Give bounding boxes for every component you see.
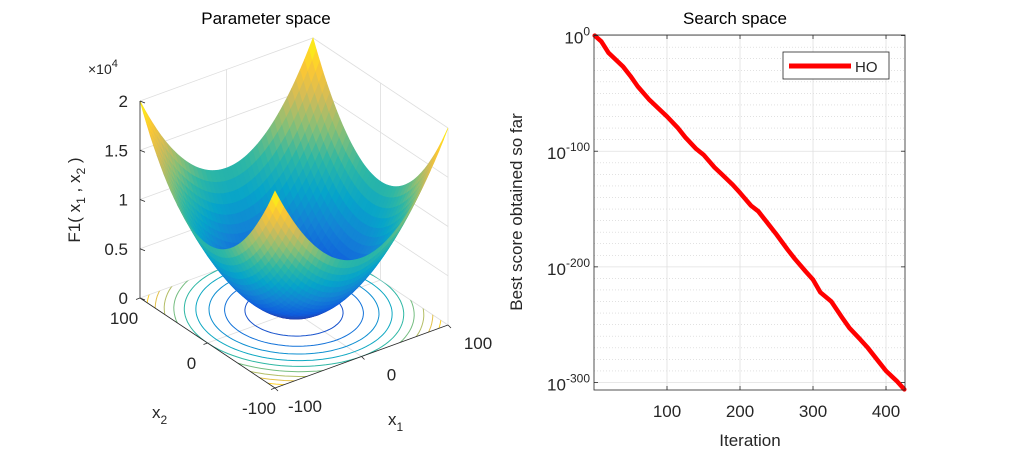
label-text: F1( x bbox=[65, 203, 84, 242]
z-tick-label: 1 bbox=[119, 191, 128, 210]
convergence-curve bbox=[592, 33, 907, 392]
z-tick-label: 2 bbox=[119, 92, 128, 111]
label-text: ) bbox=[65, 157, 84, 167]
tick-base: 10 bbox=[547, 375, 566, 394]
x1-tick bbox=[361, 356, 365, 360]
z-tick bbox=[139, 199, 146, 202]
x-tick-label: 200 bbox=[726, 402, 754, 421]
tick-exponent: -100 bbox=[566, 140, 590, 154]
tick-exponent: 0 bbox=[583, 25, 590, 39]
x2-tick bbox=[203, 342, 208, 345]
tick-base: 10 bbox=[547, 144, 566, 163]
x-axis-label: Iteration bbox=[719, 431, 780, 450]
label-text: x bbox=[388, 410, 397, 429]
x-tick-label: 100 bbox=[653, 402, 681, 421]
z-multiplier: ×104 bbox=[88, 58, 118, 77]
legend[interactable]: HO bbox=[782, 51, 890, 80]
x2-tick-label: -100 bbox=[242, 399, 276, 418]
x1-tick-label: -100 bbox=[288, 397, 322, 416]
x1-tick bbox=[447, 324, 452, 329]
tick-base: 10 bbox=[547, 260, 566, 279]
y-tick-label: 10-200 bbox=[547, 256, 590, 279]
log-grid bbox=[594, 35, 905, 390]
multiplier-prefix: ×10 bbox=[88, 61, 112, 77]
label-subscript: 2 bbox=[74, 167, 88, 174]
axes-box bbox=[593, 34, 906, 391]
label-text: , x bbox=[65, 174, 84, 197]
y-tick-label: 10-300 bbox=[547, 371, 590, 394]
surface-patch bbox=[139, 100, 148, 122]
x-tick-label: 300 bbox=[799, 402, 827, 421]
x2-tick bbox=[270, 387, 276, 390]
y-tick-label: 100 bbox=[564, 25, 590, 48]
label-subscript: 1 bbox=[397, 420, 404, 434]
tick-exponent: -200 bbox=[566, 256, 590, 270]
label-subscript: 2 bbox=[161, 413, 168, 427]
x2-tick bbox=[135, 297, 141, 300]
surface-plot bbox=[139, 37, 449, 320]
z-tick-label: 0.5 bbox=[104, 240, 128, 259]
z-axis-label: F1( x1 , x2 ) bbox=[65, 157, 88, 242]
legend-label: HO bbox=[855, 59, 878, 76]
x2-tick-label: 100 bbox=[110, 309, 138, 328]
y-axis-label: Best score obtained so far bbox=[507, 113, 526, 311]
label-text: x bbox=[152, 403, 161, 422]
z-tick bbox=[139, 149, 146, 153]
label-subscript: 1 bbox=[74, 197, 88, 204]
x1-tick-label: 0 bbox=[387, 366, 396, 385]
tick-base: 10 bbox=[564, 29, 583, 48]
z-tick-label: 0 bbox=[119, 289, 128, 308]
x1-axis-label: x1 bbox=[388, 410, 404, 434]
x2-axis-label: x2 bbox=[152, 403, 168, 427]
tick-exponent: -300 bbox=[566, 371, 590, 385]
x2-tick-label: 0 bbox=[187, 354, 196, 373]
z-tick bbox=[139, 297, 146, 301]
surface-patch bbox=[271, 190, 280, 208]
x1-tick bbox=[274, 387, 279, 392]
z-tick bbox=[139, 248, 146, 252]
multiplier-exponent: 4 bbox=[112, 58, 118, 70]
z-tick bbox=[139, 100, 146, 104]
series-line-ho bbox=[592, 33, 907, 392]
z-tick-label: 1.5 bbox=[104, 141, 128, 160]
y-tick-label: 10-100 bbox=[547, 140, 590, 163]
x-tick-label: 400 bbox=[872, 402, 900, 421]
x1-tick-label: 100 bbox=[464, 334, 492, 353]
right-plot-title: Search space bbox=[683, 9, 787, 28]
left-plot-title: Parameter space bbox=[201, 9, 330, 28]
